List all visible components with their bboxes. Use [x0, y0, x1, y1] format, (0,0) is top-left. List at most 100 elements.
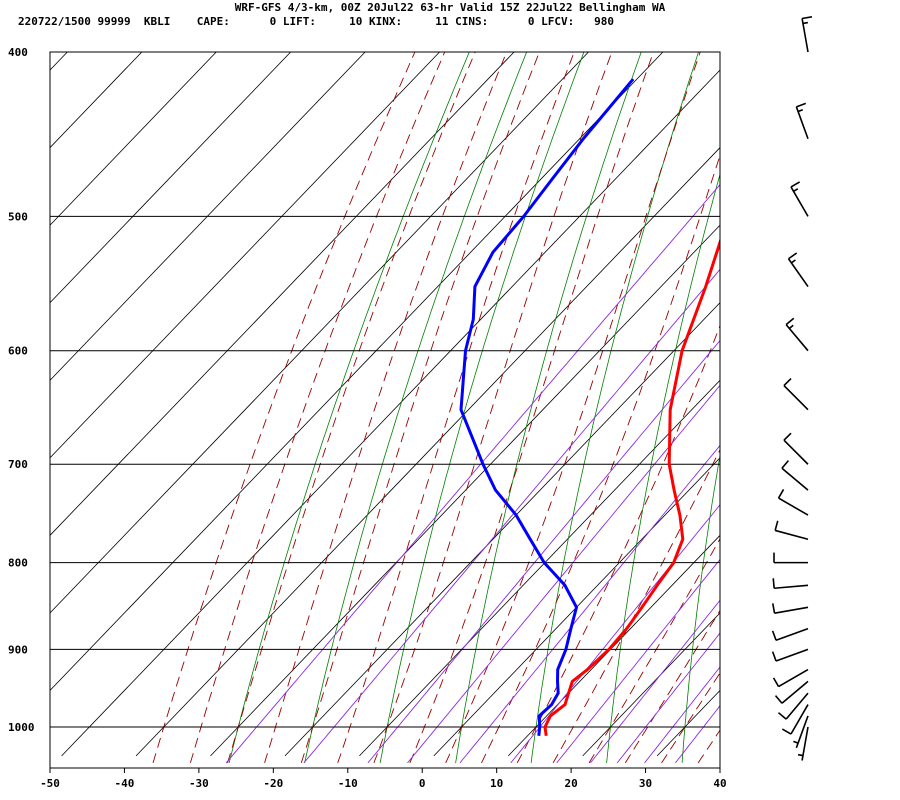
- temperature-profile: [543, 237, 720, 737]
- barb-half-flag: [793, 740, 799, 744]
- isotherm-line: [61, 69, 720, 757]
- wind-barb: [771, 648, 809, 662]
- chart-title: WRF-GFS 4/3-km, 00Z 20Jul22 63-hr Valid …: [234, 1, 666, 14]
- wind-barb: [787, 252, 809, 288]
- barb-staff: [781, 680, 809, 704]
- mixing-ratio-line: [367, 339, 720, 764]
- mixing-ratio-line: [510, 504, 720, 764]
- dry-adiabat: [379, 52, 585, 763]
- dry-adiabat: [304, 52, 528, 763]
- barb-staff: [783, 385, 809, 411]
- barb-flag: [783, 432, 792, 441]
- dry-adiabat: [833, 43, 900, 763]
- mixing-ratio-line: [225, 183, 720, 764]
- barb-staff: [774, 606, 809, 614]
- wind-barb: [785, 317, 809, 352]
- grid: [50, 51, 720, 728]
- isotherm-line: [50, 52, 291, 304]
- mixing-ratio-line: [556, 558, 720, 764]
- wind-barb: [777, 489, 809, 516]
- mixing-ratio-line: [616, 632, 720, 764]
- isotherm-line: [50, 52, 217, 226]
- moist-adiabat: [516, 324, 720, 764]
- moist-adiabat: [661, 672, 720, 764]
- x-tick-label: -20: [263, 777, 283, 790]
- barb-staff: [774, 584, 809, 590]
- y-tick-label: 1000: [8, 721, 35, 734]
- barb-staff: [795, 715, 809, 749]
- wind-barb: [772, 578, 809, 590]
- wind-barb: [774, 680, 809, 704]
- isotherm-line: [284, 302, 720, 757]
- y-tick-label: 600: [8, 345, 28, 358]
- barb-flag: [772, 578, 775, 589]
- barb-staff: [775, 627, 809, 642]
- isotherm-line: [50, 52, 440, 459]
- moist-adiabat: [264, 52, 508, 764]
- mixing-ratio-line: [303, 268, 720, 764]
- wind-barb: [801, 15, 813, 53]
- x-tick-label: -10: [338, 777, 358, 790]
- barb-flag: [788, 252, 798, 260]
- wind-barb: [771, 627, 809, 642]
- barb-staff: [801, 726, 809, 761]
- dry-adiabat: [455, 52, 642, 763]
- x-tick-label: 10: [490, 777, 503, 790]
- dewpoint-profile: [459, 78, 635, 736]
- barb-staff: [781, 467, 809, 491]
- barb-flag: [783, 377, 792, 387]
- barb-flag: [772, 677, 780, 687]
- mixing-ratio-line: [590, 599, 720, 764]
- y-tick-label: 800: [8, 557, 28, 570]
- wind-barb: [795, 102, 809, 140]
- isotherm-line: [359, 379, 720, 757]
- y-tick-label: 500: [8, 210, 28, 223]
- moist-adiabat: [373, 52, 613, 764]
- barb-flag: [774, 695, 783, 704]
- mixing-ratio-line: [675, 705, 720, 764]
- wind-barb: [777, 692, 809, 720]
- isotherm-line: [210, 224, 720, 757]
- barb-half-flag: [797, 753, 804, 757]
- mixing-ratio-line: [644, 666, 720, 764]
- wind-barb: [783, 377, 809, 411]
- barb-staff: [785, 692, 809, 720]
- profiles: [459, 78, 720, 737]
- barb-half-flag: [802, 21, 809, 25]
- barb-flag: [777, 712, 787, 720]
- moist-adiabat: [624, 609, 720, 764]
- background-lines: [50, 43, 900, 764]
- moist-adiabat: [588, 537, 720, 764]
- barb-flag: [785, 317, 795, 326]
- isotherm-line: [50, 52, 366, 381]
- moist-adiabat: [189, 52, 446, 764]
- wind-barbs: [771, 15, 813, 761]
- barb-half-flag: [790, 259, 796, 264]
- barb-flag: [796, 102, 807, 108]
- isotherm-line: [433, 457, 720, 757]
- wind-barb: [774, 520, 809, 541]
- barb-staff: [790, 186, 809, 217]
- barb-flag: [781, 460, 789, 469]
- moist-adiabat: [481, 154, 720, 764]
- dry-adiabat: [228, 52, 470, 763]
- mixing-ratio-line: [407, 384, 720, 764]
- isotherm-line: [135, 147, 720, 757]
- x-tick-label: -40: [115, 777, 135, 790]
- dry-adiabat: [606, 172, 720, 763]
- x-tick-label: -30: [189, 777, 209, 790]
- wind-barb: [781, 460, 809, 491]
- plot-frame: [49, 51, 721, 769]
- barb-staff: [778, 497, 809, 516]
- dry-adiabat: [681, 453, 720, 763]
- moist-adiabat: [445, 52, 701, 764]
- x-tick-label: 40: [713, 777, 726, 790]
- wind-barb: [783, 432, 809, 465]
- wind-barb: [790, 181, 809, 217]
- isotherm-line: [656, 689, 720, 757]
- barb-flag: [801, 15, 813, 20]
- isotherm-line: [50, 52, 589, 614]
- dry-adiabat: [530, 52, 699, 763]
- y-tick-label: 900: [8, 643, 28, 656]
- wind-barb: [793, 715, 809, 749]
